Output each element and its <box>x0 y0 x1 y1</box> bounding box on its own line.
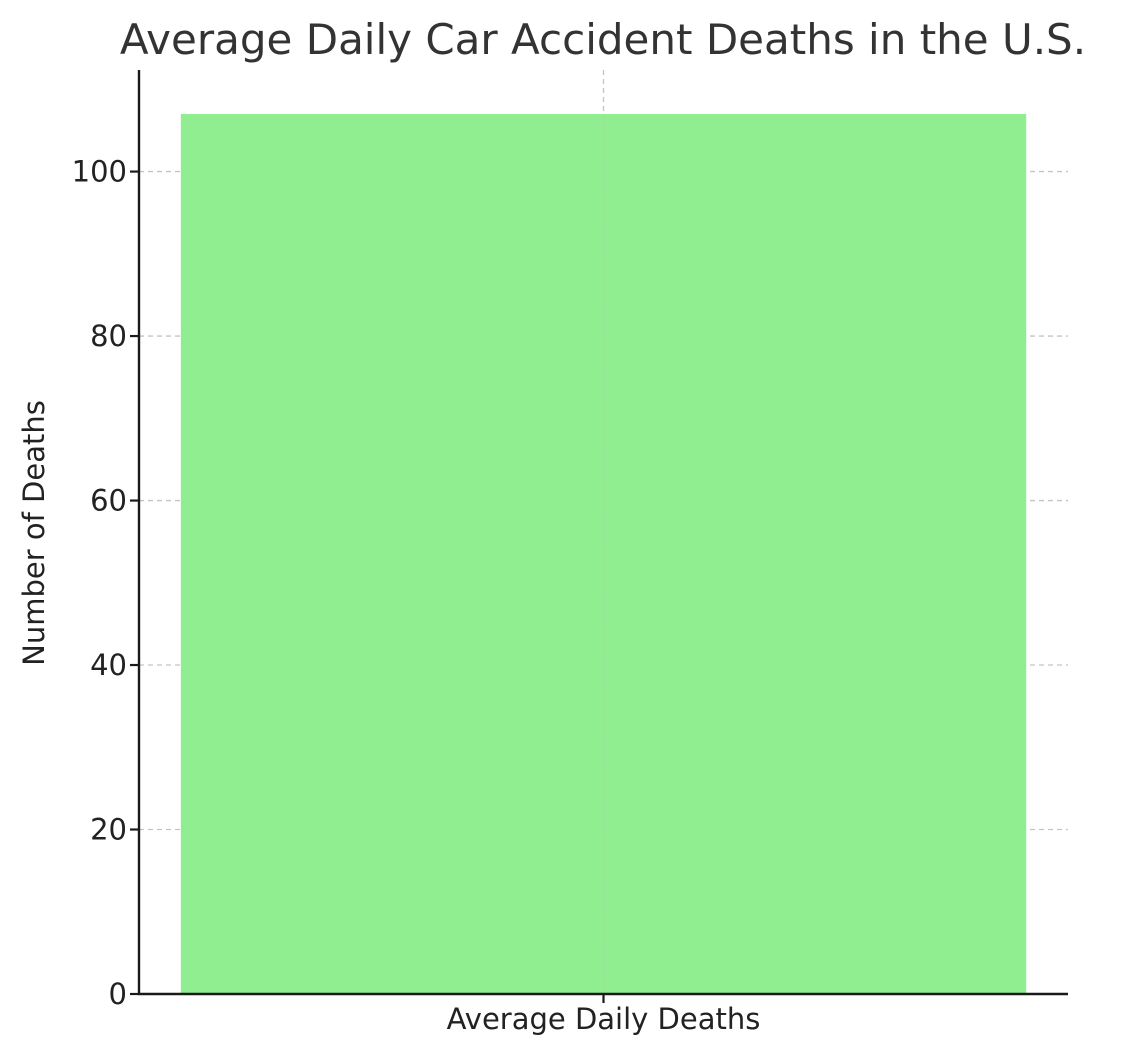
x-tick-label: Average Daily Deaths <box>447 1002 761 1036</box>
y-tick-label: 100 <box>72 155 127 189</box>
y-tick-label: 60 <box>90 484 127 518</box>
y-tick-label: 40 <box>90 648 127 682</box>
y-ticks: 0 20 40 60 80 100 <box>72 155 139 1011</box>
chart-title: Average Daily Car Accident Deaths in the… <box>120 15 1086 64</box>
y-tick-label: 80 <box>90 319 127 353</box>
y-axis-label: Number of Deaths <box>17 400 51 666</box>
y-tick-label: 20 <box>90 813 127 847</box>
y-tick-label: 0 <box>109 977 127 1011</box>
x-ticks: Average Daily Deaths <box>447 994 761 1036</box>
